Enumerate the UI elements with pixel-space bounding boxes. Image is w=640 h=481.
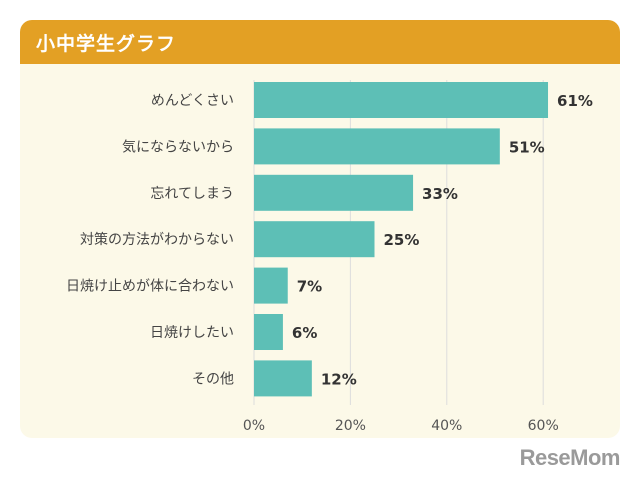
- category-label: 日焼けしたい: [150, 325, 234, 341]
- value-label: 61%: [557, 92, 593, 110]
- x-tick-label: 40%: [431, 418, 462, 434]
- bar: [254, 174, 414, 211]
- bar: [254, 221, 375, 258]
- x-tick-label: 60%: [528, 418, 559, 434]
- category-label: 日焼け止めが体に合わない: [66, 279, 234, 295]
- bar: [254, 314, 283, 350]
- bar: [254, 128, 500, 165]
- value-label: 25%: [384, 231, 420, 249]
- category-label: 忘れてしまう: [150, 186, 234, 202]
- value-label: 51%: [509, 138, 545, 156]
- chart-header: 小中学生グラフ: [20, 20, 620, 64]
- bar: [254, 82, 549, 118]
- bar: [254, 360, 312, 397]
- category-label: 気にならないから: [122, 139, 234, 155]
- category-label: その他: [192, 371, 234, 387]
- resemom-logo: ReseMom: [519, 445, 621, 470]
- bar: [254, 267, 288, 304]
- chart-title: 小中学生グラフ: [36, 32, 177, 55]
- category-label: 対策の方法がわからない: [80, 231, 234, 248]
- x-tick-label: 0%: [243, 418, 265, 434]
- value-label: 6%: [292, 324, 317, 342]
- value-label: 12%: [321, 370, 357, 388]
- x-tick-label: 20%: [335, 418, 366, 434]
- value-label: 33%: [422, 185, 458, 203]
- category-label: めんどくさい: [151, 93, 234, 109]
- value-label: 7%: [297, 278, 322, 296]
